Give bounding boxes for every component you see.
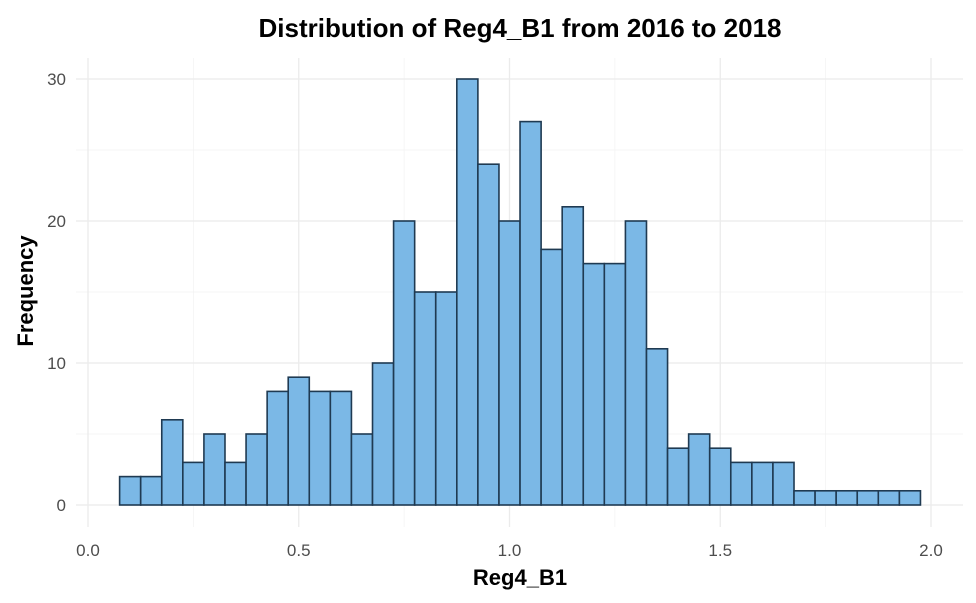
histogram-bar [624, 220, 648, 506]
histogram-bar [645, 347, 669, 506]
chart-title: Distribution of Reg4_B1 from 2016 to 201… [258, 13, 781, 43]
histogram-bar [856, 489, 880, 506]
histogram-bar [182, 461, 205, 506]
histogram-bar [160, 418, 184, 506]
y-tick-label: 10 [47, 354, 66, 373]
histogram-bar [835, 489, 859, 506]
x-tick-label: 1.5 [708, 541, 732, 560]
y-axis-title: Frequency [13, 235, 38, 347]
histogram-bar [329, 390, 353, 506]
histogram-bar [245, 433, 268, 506]
histogram-bar [371, 362, 395, 506]
histogram-bar [540, 248, 563, 506]
y-axis-tick-labels: 0 10 20 30 [47, 70, 66, 515]
histogram-bar [729, 461, 753, 506]
histogram-bar [793, 489, 816, 506]
histogram-bars [118, 78, 922, 506]
histogram-bar [603, 262, 627, 506]
histogram-bar [772, 461, 795, 506]
histogram-bar [582, 262, 606, 506]
x-tick-label: 1.0 [498, 541, 522, 560]
histogram-bar [350, 433, 374, 506]
x-tick-label: 0.5 [287, 541, 311, 560]
histogram-bar [287, 376, 311, 506]
histogram-bar [666, 447, 690, 506]
histogram-bar [561, 206, 585, 506]
histogram-bar [308, 390, 332, 506]
histogram-bar [266, 390, 290, 506]
histogram-bar [224, 461, 247, 506]
x-tick-label: 0.0 [76, 541, 100, 560]
histogram-bar [687, 433, 711, 506]
histogram-bar [814, 489, 837, 506]
y-tick-label: 0 [57, 496, 66, 515]
histogram-bar [708, 447, 732, 506]
histogram-bar [877, 489, 901, 506]
histogram-bar [139, 475, 163, 506]
histogram-bar [456, 78, 479, 506]
x-axis-title: Reg4_B1 [473, 565, 567, 590]
histogram-bar [477, 163, 500, 506]
histogram-bar [413, 291, 437, 506]
x-tick-label: 2.0 [919, 541, 943, 560]
histogram-bar [751, 461, 774, 506]
histogram-bar [203, 433, 226, 506]
x-axis-tick-labels: 0.0 0.5 1.0 1.5 2.0 [76, 541, 943, 560]
histogram-bar [519, 120, 542, 506]
y-tick-label: 30 [47, 70, 66, 89]
histogram-bar [118, 475, 142, 506]
histogram-bar [898, 489, 922, 506]
histogram-bar [392, 220, 416, 506]
histogram-bar [434, 291, 458, 506]
histogram-bar [498, 220, 521, 506]
y-tick-label: 20 [47, 212, 66, 231]
